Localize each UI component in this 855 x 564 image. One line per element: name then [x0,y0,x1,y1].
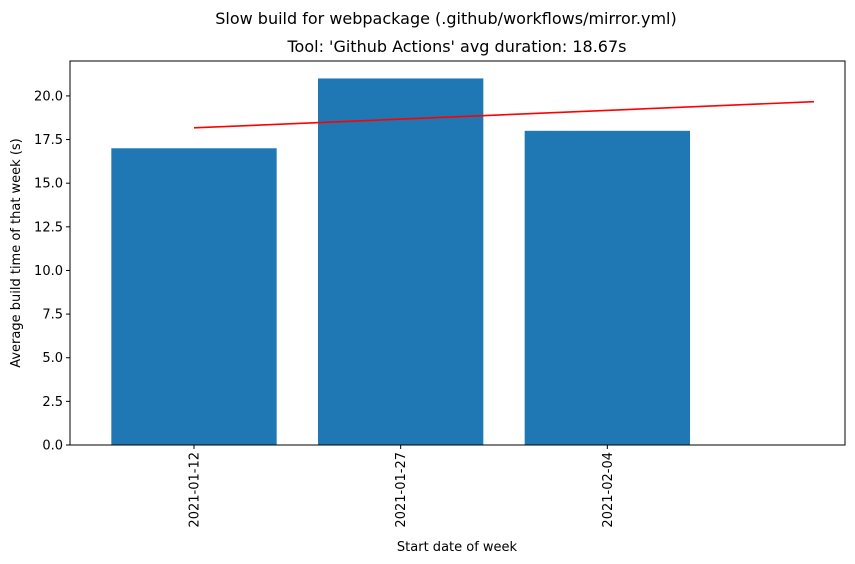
bar [111,148,277,445]
bar [524,130,690,445]
chart-title: Tool: 'Github Actions' avg duration: 18.… [287,37,627,56]
y-tick-label: 0.0 [42,439,63,454]
y-tick-label: 10.0 [34,264,63,279]
x-axis: 2021-01-12 2021-01-27 2021-02-04 [188,445,616,528]
plot-frame [69,60,846,446]
y-tick-label: 15.0 [34,177,63,192]
y-axis: 0.0 2.5 5.0 7.5 10.0 12.5 15.0 17.5 20.0 [34,89,70,454]
trend-line [193,100,815,129]
x-tick-label: 2021-02-04 [601,452,616,528]
y-tick-label: 17.5 [34,133,63,148]
x-axis-label: Start date of week [397,540,518,555]
chart-suptitle: Slow build for webpackage (.github/workf… [215,9,677,28]
y-tick-label: 12.5 [34,220,63,235]
bar [318,78,484,445]
x-tick-label: 2021-01-27 [394,452,409,528]
y-tick-label: 7.5 [42,308,63,323]
y-tick-label: 5.0 [42,351,63,366]
x-tick-label: 2021-01-12 [188,452,203,528]
y-axis-label: Average build time of that week (s) [9,138,24,368]
y-tick-label: 20.0 [34,89,63,104]
y-tick-label: 2.5 [42,395,63,410]
trend-group [193,100,815,129]
bars-group [111,78,690,445]
